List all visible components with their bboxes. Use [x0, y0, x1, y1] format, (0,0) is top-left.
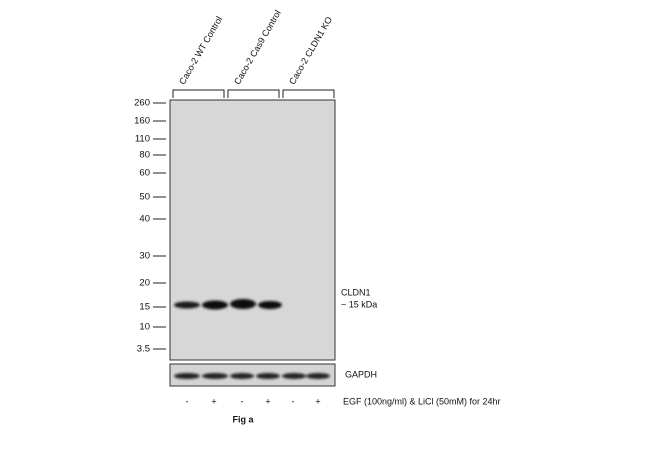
treatment-label: EGF (100ng/ml) & LiCl (50mM) for 24hr	[343, 396, 501, 406]
size-label: ~ 15 kDa	[341, 299, 377, 309]
cldn1-bands	[174, 299, 282, 310]
marker-label: 3.5	[137, 344, 150, 355]
lane-group-label: Caco-2 Cas9 Control	[232, 8, 283, 86]
gapdh-bands	[174, 373, 330, 379]
lane-brackets	[172, 89, 335, 98]
marker-label: 260	[134, 98, 150, 109]
treatment-sign: -	[186, 396, 189, 406]
treatment-sign: -	[241, 396, 244, 406]
marker-label: 160	[134, 116, 150, 127]
marker-label: 10	[139, 322, 150, 333]
loading-label: GAPDH	[345, 369, 377, 379]
marker-label: 40	[139, 214, 150, 225]
lane-group-label: Caco-2 WT Control	[177, 15, 224, 87]
treatment-sign: +	[315, 396, 320, 406]
target-label: CLDN1	[341, 287, 371, 297]
marker-label: 110	[135, 134, 150, 145]
blot-membrane	[169, 99, 336, 361]
marker-label: 50	[139, 192, 150, 203]
treatment-sign: +	[265, 396, 270, 406]
marker-label: 30	[139, 251, 150, 262]
treatment-sign: +	[211, 396, 216, 406]
marker-label: 20	[139, 278, 150, 289]
marker-label: 60	[139, 168, 150, 179]
lane-group-label: Caco-2 CLDN1 KO	[287, 15, 334, 86]
caption: Fig a	[232, 414, 254, 424]
marker-label: 15	[139, 302, 150, 313]
marker-label: 80	[139, 150, 150, 161]
treatment-sign: -	[292, 396, 295, 406]
